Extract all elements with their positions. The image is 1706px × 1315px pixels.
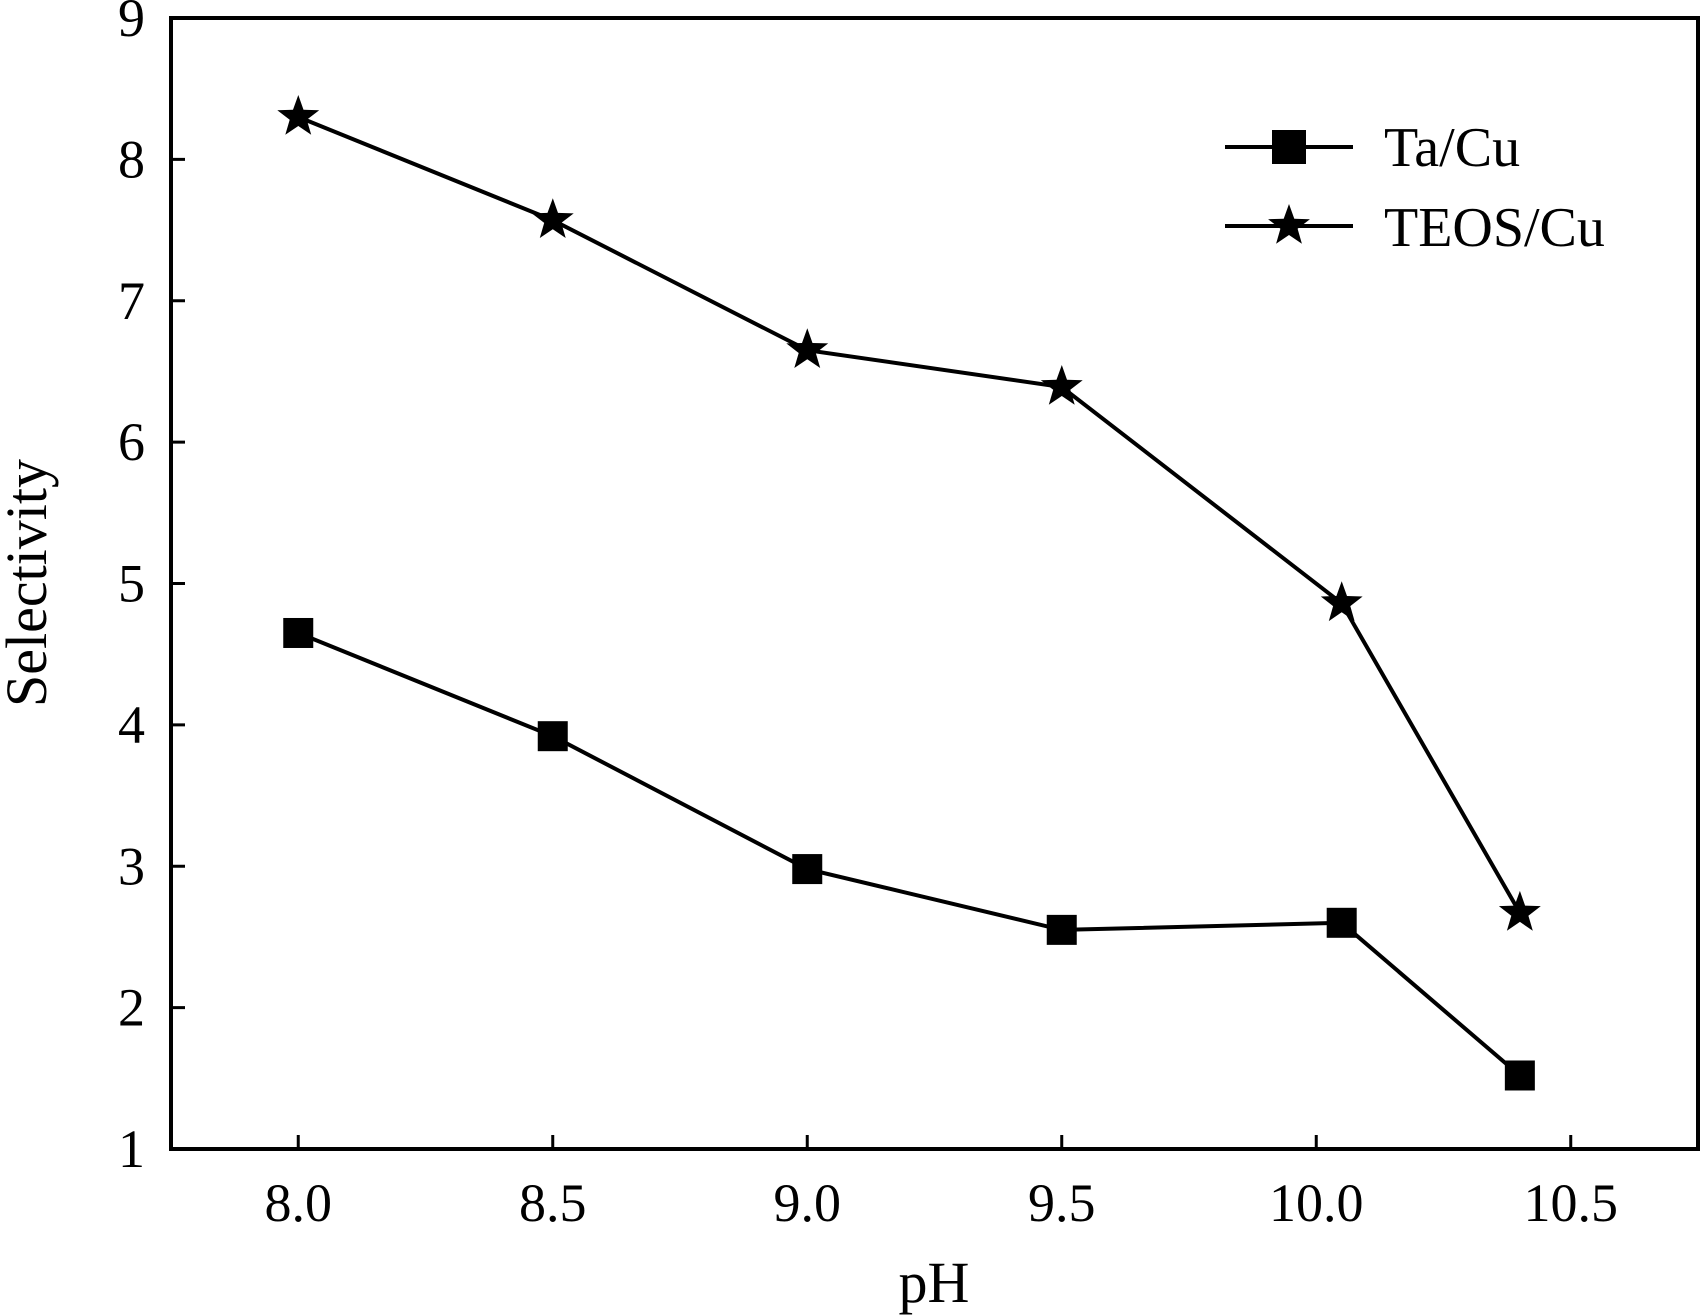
point-teos-cu-3 <box>1040 365 1083 405</box>
y-tick-label-6: 7 <box>118 271 145 331</box>
point-teos-cu-0 <box>277 95 320 135</box>
point-ta-cu-1 <box>537 721 568 752</box>
point-ta-cu-3 <box>1046 914 1077 945</box>
plot-frame <box>169 16 1700 1151</box>
ticks-layer: 8.0 8.5 9.0 9.5 10.0 10.5 1 2 3 4 5 6 7 8 9 <box>118 0 1618 1233</box>
x-tick-label-0: 8.0 <box>265 1173 333 1233</box>
y-tick-label-5: 6 <box>118 412 145 472</box>
series-line-ta-cu <box>297 631 1522 1078</box>
point-ta-cu-2 <box>792 854 823 885</box>
y-tick-label-3: 4 <box>118 695 145 755</box>
y-tick-label-8: 9 <box>118 0 145 48</box>
point-ta-cu-0 <box>283 617 314 648</box>
point-teos-cu-4 <box>1320 581 1363 622</box>
point-ta-cu-5 <box>1504 1060 1535 1091</box>
y-tick-label-7: 8 <box>118 129 145 189</box>
series-line-teos-cu <box>297 115 1522 914</box>
y-tick-label-4: 5 <box>118 554 145 614</box>
point-teos-cu-2 <box>786 328 829 368</box>
legend-label-teos-cu: TEOS/Cu <box>1384 197 1605 259</box>
x-tick-label-2: 9.0 <box>774 1173 842 1233</box>
point-ta-cu-4 <box>1326 907 1357 938</box>
y-tick-label-2: 3 <box>118 836 145 896</box>
legend-marker-teos-cu <box>1268 204 1310 244</box>
x-tick-label-3: 9.5 <box>1028 1173 1096 1233</box>
legend: Ta/Cu TEOS/Cu <box>1225 117 1605 259</box>
x-tick-label-1: 8.5 <box>519 1173 587 1233</box>
x-tick-label-5: 10.5 <box>1524 1173 1619 1233</box>
x-axis-title: pH <box>899 1250 970 1315</box>
y-tick-label-0: 1 <box>118 1119 145 1179</box>
point-teos-cu-5 <box>1498 890 1541 931</box>
series-layer <box>277 95 1541 1091</box>
y-axis-title: Selectivity <box>0 459 59 707</box>
y-tick-label-1: 2 <box>118 978 145 1038</box>
point-teos-cu-1 <box>531 198 574 238</box>
legend-marker-ta-cu <box>1272 130 1306 164</box>
legend-label-ta-cu: Ta/Cu <box>1384 117 1520 179</box>
x-tick-label-4: 10.0 <box>1269 1173 1364 1233</box>
